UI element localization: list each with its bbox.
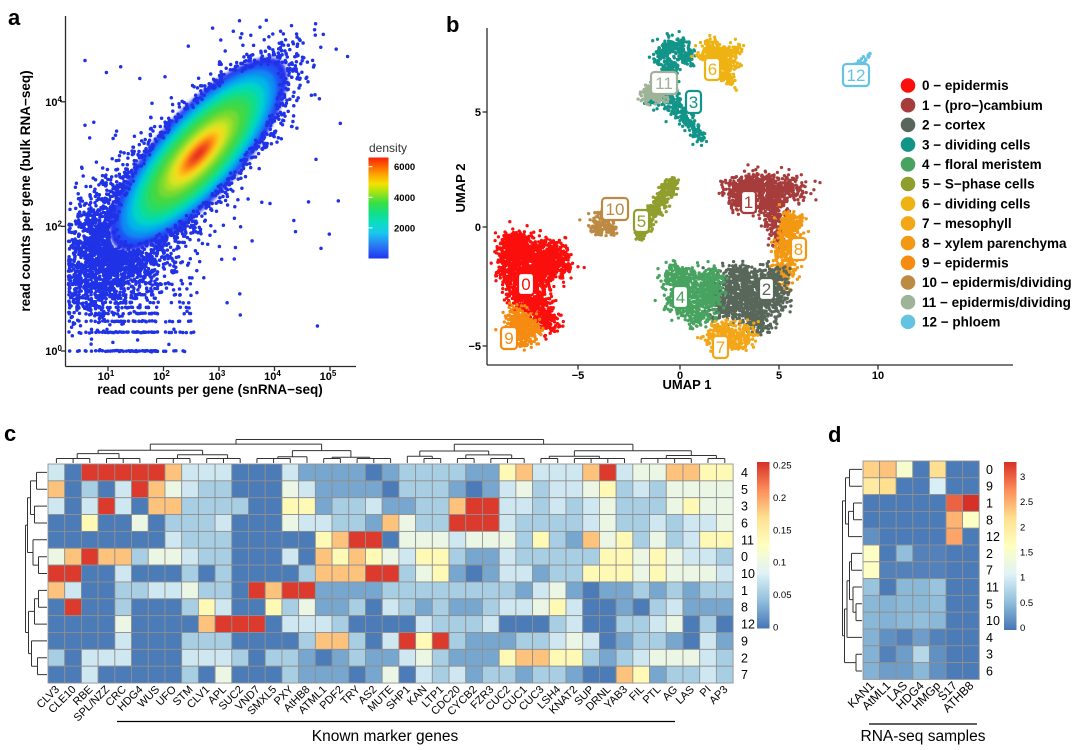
svg-text:4: 4: [676, 288, 685, 307]
svg-text:AP3: AP3: [707, 684, 730, 707]
svg-text:c: c: [4, 421, 16, 446]
svg-text:3: 3: [689, 93, 698, 112]
svg-text:LAS: LAS: [674, 684, 697, 707]
svg-text:11: 11: [741, 533, 754, 547]
svg-text:−5: −5: [572, 370, 585, 382]
svg-text:104: 104: [264, 369, 281, 384]
svg-text:5: 5: [637, 212, 646, 231]
svg-text:6: 6: [708, 60, 717, 79]
svg-text:6: 6: [986, 665, 993, 679]
svg-text:0.5: 0.5: [1020, 598, 1033, 609]
svg-text:0: 0: [475, 222, 481, 234]
svg-text:1: 1: [986, 497, 993, 511]
svg-text:10: 10: [986, 614, 1000, 628]
svg-text:11: 11: [986, 581, 999, 595]
svg-text:11 − epidermis/dividing: 11 − epidermis/dividing: [922, 295, 1071, 310]
svg-text:2: 2: [741, 651, 748, 665]
svg-text:4: 4: [741, 466, 748, 480]
svg-text:0.2: 0.2: [773, 493, 786, 504]
svg-text:d: d: [828, 422, 841, 447]
svg-text:read counts per gene (snRNA−se: read counts per gene (snRNA−seq): [97, 382, 322, 397]
svg-text:1 − (pro−)cambium: 1 − (pro−)cambium: [922, 98, 1043, 113]
svg-text:0.25: 0.25: [773, 461, 792, 472]
svg-text:4000: 4000: [394, 193, 415, 204]
svg-text:105: 105: [320, 369, 337, 384]
svg-text:5: 5: [776, 370, 782, 382]
svg-text:0: 0: [986, 463, 993, 477]
svg-text:9 − epidermis: 9 − epidermis: [922, 256, 1009, 271]
svg-text:1.5: 1.5: [1020, 548, 1033, 559]
svg-text:10 − epidermis/dividing: 10 − epidermis/dividing: [922, 275, 1072, 290]
svg-text:12 − phloem: 12 − phloem: [922, 315, 1000, 330]
svg-text:9: 9: [986, 480, 993, 494]
svg-text:2: 2: [1020, 522, 1025, 533]
svg-text:12: 12: [986, 530, 1000, 544]
svg-text:7: 7: [741, 668, 748, 682]
svg-text:3: 3: [986, 648, 993, 662]
svg-text:103: 103: [209, 369, 226, 384]
svg-text:8: 8: [794, 240, 803, 259]
svg-text:7 − mesophyll: 7 − mesophyll: [922, 216, 1012, 231]
svg-text:0 − epidermis: 0 − epidermis: [922, 78, 1009, 93]
svg-text:104: 104: [45, 94, 62, 109]
svg-text:RNA-seq samples: RNA-seq samples: [861, 728, 986, 745]
svg-text:9: 9: [741, 634, 748, 648]
svg-text:0: 0: [677, 370, 683, 382]
svg-text:density: density: [369, 141, 407, 155]
svg-text:UMAP 2: UMAP 2: [453, 164, 468, 213]
svg-text:10: 10: [872, 370, 884, 382]
svg-text:b: b: [446, 12, 459, 37]
svg-text:11: 11: [655, 74, 673, 93]
svg-text:10: 10: [741, 567, 755, 581]
svg-text:3: 3: [741, 500, 748, 514]
svg-text:2: 2: [986, 547, 993, 561]
svg-text:12: 12: [847, 66, 866, 85]
svg-text:1: 1: [741, 584, 748, 598]
svg-text:8: 8: [986, 513, 993, 527]
svg-text:0: 0: [521, 275, 530, 294]
svg-text:0.05: 0.05: [773, 590, 792, 601]
svg-text:102: 102: [45, 219, 62, 234]
svg-text:9: 9: [504, 329, 513, 348]
svg-text:4: 4: [986, 631, 993, 645]
svg-text:Known marker genes: Known marker genes: [312, 728, 459, 745]
svg-text:1: 1: [744, 193, 753, 212]
svg-text:5: 5: [475, 107, 481, 119]
svg-text:6000: 6000: [394, 162, 415, 173]
svg-text:4 − floral meristem: 4 − floral meristem: [922, 157, 1042, 172]
svg-text:3: 3: [1020, 472, 1025, 483]
svg-text:0: 0: [773, 623, 778, 634]
svg-text:8: 8: [741, 601, 748, 615]
svg-text:0: 0: [741, 550, 748, 564]
svg-text:0.1: 0.1: [773, 558, 786, 569]
svg-text:10: 10: [606, 200, 625, 219]
svg-text:101: 101: [98, 369, 115, 384]
svg-text:UMAP 1: UMAP 1: [663, 377, 712, 392]
svg-text:2.5: 2.5: [1020, 497, 1033, 508]
svg-text:8 − xylem parenchyma: 8 − xylem parenchyma: [922, 236, 1067, 251]
svg-text:7: 7: [986, 564, 993, 578]
svg-text:0.15: 0.15: [773, 525, 792, 536]
svg-text:1: 1: [1020, 573, 1025, 584]
svg-text:100: 100: [45, 344, 62, 359]
svg-text:102: 102: [153, 369, 170, 384]
svg-text:6: 6: [741, 517, 748, 531]
svg-text:2000: 2000: [394, 223, 415, 234]
svg-text:−5: −5: [468, 341, 481, 353]
svg-text:2 − cortex: 2 − cortex: [922, 118, 986, 133]
svg-text:2: 2: [762, 280, 771, 299]
svg-text:5: 5: [741, 483, 748, 497]
svg-text:0: 0: [1020, 623, 1025, 634]
svg-text:a: a: [8, 5, 21, 30]
svg-text:7: 7: [716, 338, 725, 357]
svg-text:3 − dividing cells: 3 − dividing cells: [922, 137, 1030, 152]
svg-text:12: 12: [741, 618, 755, 632]
svg-text:5: 5: [986, 597, 993, 611]
svg-text:read counts per gene (bulk RNA: read counts per gene (bulk RNA−seq): [18, 70, 33, 311]
svg-text:6 − dividing cells: 6 − dividing cells: [922, 196, 1030, 211]
svg-text:5 − S−phase cells: 5 − S−phase cells: [922, 177, 1035, 192]
